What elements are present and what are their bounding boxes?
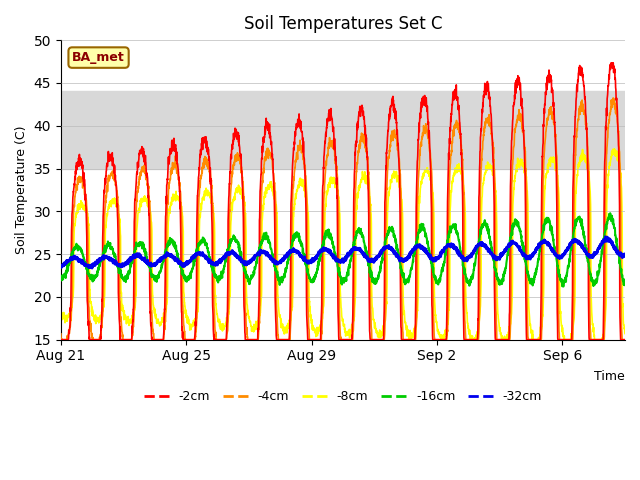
Text: BA_met: BA_met — [72, 51, 125, 64]
Text: Time: Time — [595, 370, 625, 383]
Y-axis label: Soil Temperature (C): Soil Temperature (C) — [15, 126, 28, 254]
Title: Soil Temperatures Set C: Soil Temperatures Set C — [244, 15, 442, 33]
Legend: -2cm, -4cm, -8cm, -16cm, -32cm: -2cm, -4cm, -8cm, -16cm, -32cm — [139, 385, 547, 408]
Bar — [61, 92, 625, 168]
